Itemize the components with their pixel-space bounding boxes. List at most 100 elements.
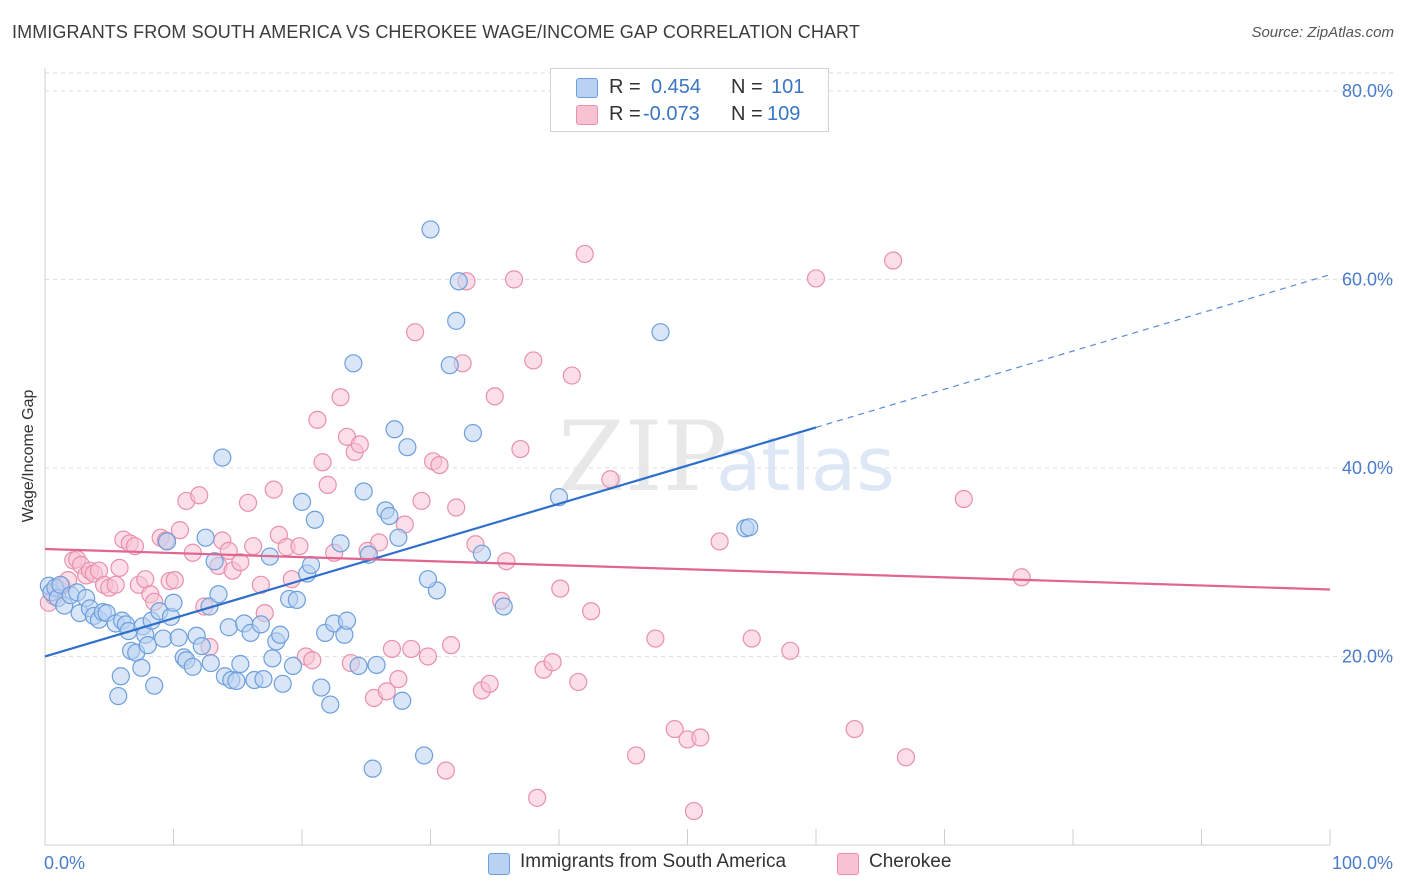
immigrants-point [418, 570, 438, 589]
cherokee-point [845, 719, 864, 739]
immigrants-trend-line [44, 426, 817, 658]
legend-n-label: N = [731, 76, 763, 98]
immigrants-point [209, 585, 228, 604]
cherokee-point [350, 435, 369, 454]
immigrants-point [111, 667, 130, 686]
legend-n-value: 101 [771, 76, 805, 98]
immigrants-point [337, 611, 357, 630]
immigrants-point [154, 629, 173, 648]
legend-r-value: 0.454 [651, 76, 702, 98]
immigrants-point [169, 628, 188, 647]
cherokee-point [883, 251, 903, 270]
bottom-legend-label: Cherokee [869, 851, 952, 872]
cherokee-point [710, 532, 729, 551]
immigrants-point [283, 656, 303, 675]
immigrants-point [292, 492, 312, 511]
immigrants-point [321, 695, 340, 714]
immigrants-point [109, 686, 128, 706]
cherokee-point [165, 571, 184, 590]
cherokee-point [170, 521, 190, 540]
immigrants-points [39, 220, 759, 778]
immigrants-point [271, 625, 290, 644]
cherokee-point [436, 761, 456, 780]
cherokee-point [601, 470, 620, 489]
cherokee-trend-line [44, 547, 1331, 591]
cherokee-point [430, 455, 449, 475]
immigrants-point [219, 618, 238, 637]
x-tick-label: 0.0% [44, 853, 85, 873]
immigrants-point [145, 676, 164, 695]
cherokee-point [954, 489, 973, 509]
cherokee-point [382, 639, 402, 659]
cherokee-point [389, 669, 408, 689]
cherokee-point [524, 351, 543, 370]
y-tick-label: 60.0% [1342, 269, 1393, 289]
cherokee-point [646, 629, 665, 648]
bottom-legend-swatch-pink [837, 853, 859, 875]
bottom-legend-swatch-blue [488, 853, 510, 875]
immigrants-point [331, 534, 350, 553]
immigrants-point [132, 658, 151, 677]
cherokee-points [39, 244, 1031, 821]
immigrants-point [192, 636, 211, 656]
immigrants-point [398, 438, 417, 457]
cherokee-point [441, 636, 461, 655]
cherokee-point [190, 486, 209, 505]
cherokee-point [238, 493, 258, 512]
cherokee-point [582, 602, 601, 621]
immigrants-point [301, 555, 321, 575]
cherokee-point [485, 387, 504, 406]
immigrants-point [367, 655, 386, 675]
cherokee-point [125, 537, 145, 556]
cherokee-point [511, 439, 530, 459]
immigrants-point [213, 448, 232, 467]
cherokee-point [231, 553, 250, 572]
immigrants-point [312, 678, 331, 697]
cherokee-point [447, 498, 466, 517]
legend-swatch-blue [576, 78, 598, 98]
watermark-zip: ZIP [558, 401, 727, 513]
immigrants-point [196, 528, 215, 547]
cherokee-point [543, 653, 562, 672]
chart-title: IMMIGRANTS FROM SOUTH AMERICA VS CHEROKE… [12, 22, 860, 42]
cherokee-point [896, 748, 916, 767]
cherokee-point [497, 552, 516, 571]
legend-n-value: 109 [767, 103, 801, 125]
cherokee-point [480, 674, 499, 693]
cherokee-point [244, 537, 263, 556]
cherokee-point [377, 682, 396, 701]
cherokee-point [528, 788, 547, 807]
cherokee-point [290, 537, 309, 556]
immigrants-point [201, 653, 220, 673]
immigrants-point [449, 272, 468, 291]
cherokee-point [569, 672, 588, 692]
cherokee-point [136, 570, 155, 589]
y-tick-label: 80.0% [1342, 81, 1393, 101]
y-tick-label: 40.0% [1342, 458, 1393, 478]
legend-r-label: R = [609, 76, 641, 98]
immigrants-point [305, 510, 324, 529]
cherokee-point [264, 480, 283, 499]
cherokee-point [318, 475, 337, 494]
cherokee-point [308, 410, 327, 429]
immigrants-point [494, 597, 513, 616]
immigrants-point [389, 528, 408, 547]
cherokee-point [562, 366, 581, 385]
axes [44, 68, 1331, 846]
cherokee-point [742, 629, 761, 648]
immigrants-point [183, 657, 202, 676]
immigrants-point [447, 311, 466, 330]
immigrants-point [251, 615, 270, 634]
cherokee-point [1012, 568, 1031, 587]
immigrants-point [393, 691, 412, 710]
immigrants-point [440, 356, 459, 375]
cherokee-point [626, 746, 646, 765]
immigrants-point [472, 544, 491, 563]
immigrants-point [273, 674, 292, 693]
immigrants-point [227, 671, 246, 691]
cherokee-point [806, 269, 826, 288]
cherokee-point [370, 533, 389, 552]
cherokee-point [551, 579, 570, 598]
cherokee-point [418, 647, 438, 666]
